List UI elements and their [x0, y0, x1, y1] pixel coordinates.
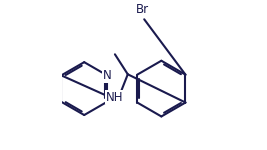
Text: Br: Br — [136, 3, 149, 16]
Text: N: N — [103, 69, 111, 82]
Text: NH: NH — [105, 91, 123, 104]
